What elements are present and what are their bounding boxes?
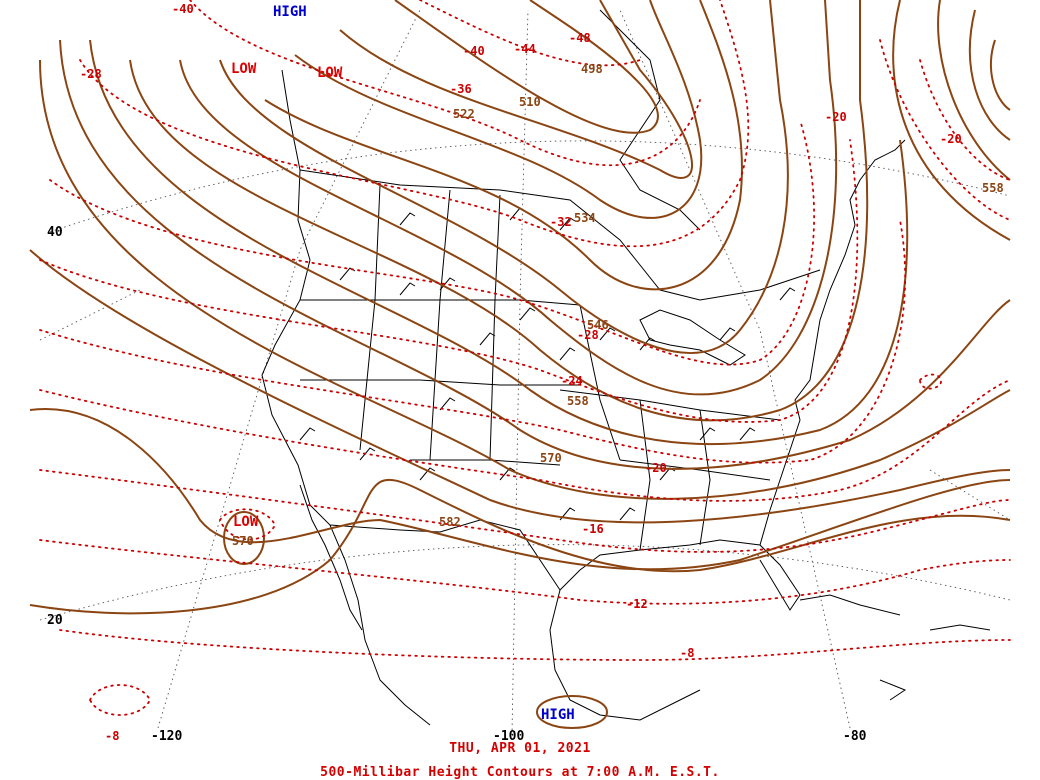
temperature-label: -20 xyxy=(825,110,847,124)
basemap xyxy=(261,9,991,726)
height-label: 558 xyxy=(982,181,1004,195)
height-label: 570 xyxy=(540,451,562,465)
height-contours xyxy=(29,0,1011,729)
longitude-label: -120 xyxy=(151,729,182,744)
pressure-center-label: HIGH xyxy=(273,4,307,20)
us-canada-border xyxy=(299,169,821,301)
height-label: 510 xyxy=(519,95,541,109)
height-label: 534 xyxy=(574,211,596,225)
hudson-bay xyxy=(599,9,701,231)
caribbean-islands xyxy=(799,594,991,701)
height-label: 582 xyxy=(439,515,461,529)
temperature-label: -8 xyxy=(105,729,119,743)
map-title: 500-Millibar Height Contours at 7:00 A.M… xyxy=(320,765,720,780)
temperature-contours xyxy=(39,0,1011,716)
pressure-center-label: HIGH xyxy=(541,707,575,723)
longitude-label: -100 xyxy=(493,729,524,744)
states-west xyxy=(300,184,581,466)
temperature-label: -32 xyxy=(550,215,572,229)
pressure-center-label: LOW xyxy=(233,514,259,530)
states-east xyxy=(559,304,781,551)
latitude-label: 20 xyxy=(47,613,63,628)
latitude-label: 40 xyxy=(47,225,63,240)
temperature-label: -20 xyxy=(940,132,962,146)
temperature-label: -24 xyxy=(561,374,583,388)
temperature-label: -48 xyxy=(569,31,591,45)
temperature-label: -12 xyxy=(626,597,648,611)
temperature-label: -36 xyxy=(450,82,472,96)
gulf-coast xyxy=(559,539,801,611)
height-label: 498 xyxy=(581,62,603,76)
height-label: 522 xyxy=(453,107,475,121)
baja-peninsula xyxy=(299,484,363,631)
pressure-center-label: LOW xyxy=(317,65,343,81)
great-lakes xyxy=(639,309,746,366)
temperature-label: -44 xyxy=(514,42,536,56)
height-contour-labels: 522 510 498 534 546 558 570 582 570 558 xyxy=(232,62,1004,548)
temperature-label: -20 xyxy=(645,461,667,475)
map-date: THU, APR 01, 2021 xyxy=(449,741,591,756)
temperature-label: -28 xyxy=(577,328,599,342)
temperature-label: -28 xyxy=(80,67,102,81)
temperature-label: -8 xyxy=(680,646,694,660)
longitude-label: -80 xyxy=(843,729,867,744)
wind-barbs xyxy=(299,207,796,521)
temperature-contour-labels: -40 -44 -48 -40 -36 -28 -32 -28 -24 -20 … xyxy=(80,2,962,743)
temperature-label: -40 xyxy=(172,2,194,16)
temperature-label: -40 xyxy=(463,44,485,58)
graticule-labels: 40 20 -120 -100 -80 xyxy=(47,225,867,744)
height-label: 570 xyxy=(232,534,254,548)
height-label: 546 xyxy=(587,318,609,332)
pressure-center-label: LOW xyxy=(231,61,257,77)
mexico-east-coast xyxy=(549,589,701,721)
east-coast xyxy=(759,139,906,546)
temperature-label: -16 xyxy=(582,522,604,536)
height-label: 558 xyxy=(567,394,589,408)
